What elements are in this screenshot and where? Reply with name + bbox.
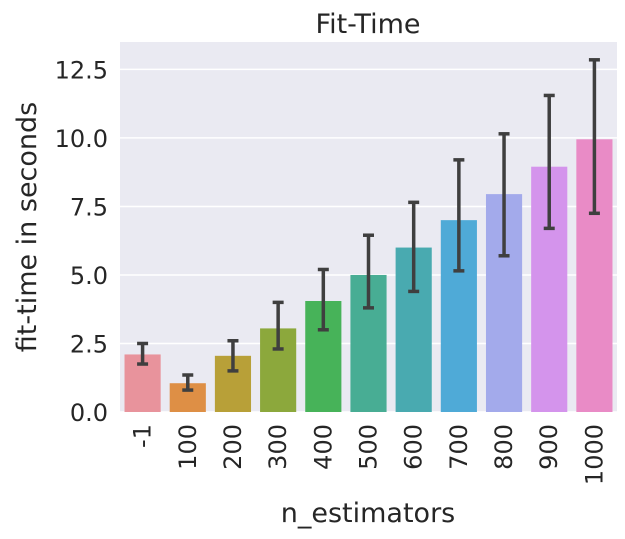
y-tick-label: 10.0 xyxy=(55,125,108,153)
x-tick-label: 600 xyxy=(400,424,428,470)
bars xyxy=(124,139,613,412)
y-tick-label: 12.5 xyxy=(55,56,108,84)
y-tick-label: 5.0 xyxy=(70,262,108,290)
y-tick-labels: 0.0 2.5 5.0 7.5 10.0 12.5 xyxy=(55,56,108,427)
x-tick-label: 100 xyxy=(174,424,202,470)
x-tick-label: 500 xyxy=(355,424,383,470)
y-tick-label: 7.5 xyxy=(70,193,108,221)
x-tick-label: 900 xyxy=(535,424,563,470)
x-tick-labels: -1 100 200 300 400 500 600 700 800 900 1000 xyxy=(129,424,609,485)
x-tick-label: 700 xyxy=(445,424,473,470)
x-axis-label: n_estimators xyxy=(281,498,456,529)
x-tick-label: 200 xyxy=(219,424,247,470)
y-tick-label: 2.5 xyxy=(70,330,108,358)
y-tick-label: 0.0 xyxy=(70,399,108,427)
x-tick-label: 1000 xyxy=(580,424,608,485)
error-bars xyxy=(137,58,600,392)
chart-title: Fit-Time xyxy=(316,9,421,40)
x-tick-label: 300 xyxy=(264,424,292,470)
y-axis-label: fit-time in seconds xyxy=(12,102,43,352)
x-tick-label: 800 xyxy=(490,424,518,470)
x-tick-label: -1 xyxy=(129,424,157,448)
x-tick-label: 400 xyxy=(309,424,337,470)
